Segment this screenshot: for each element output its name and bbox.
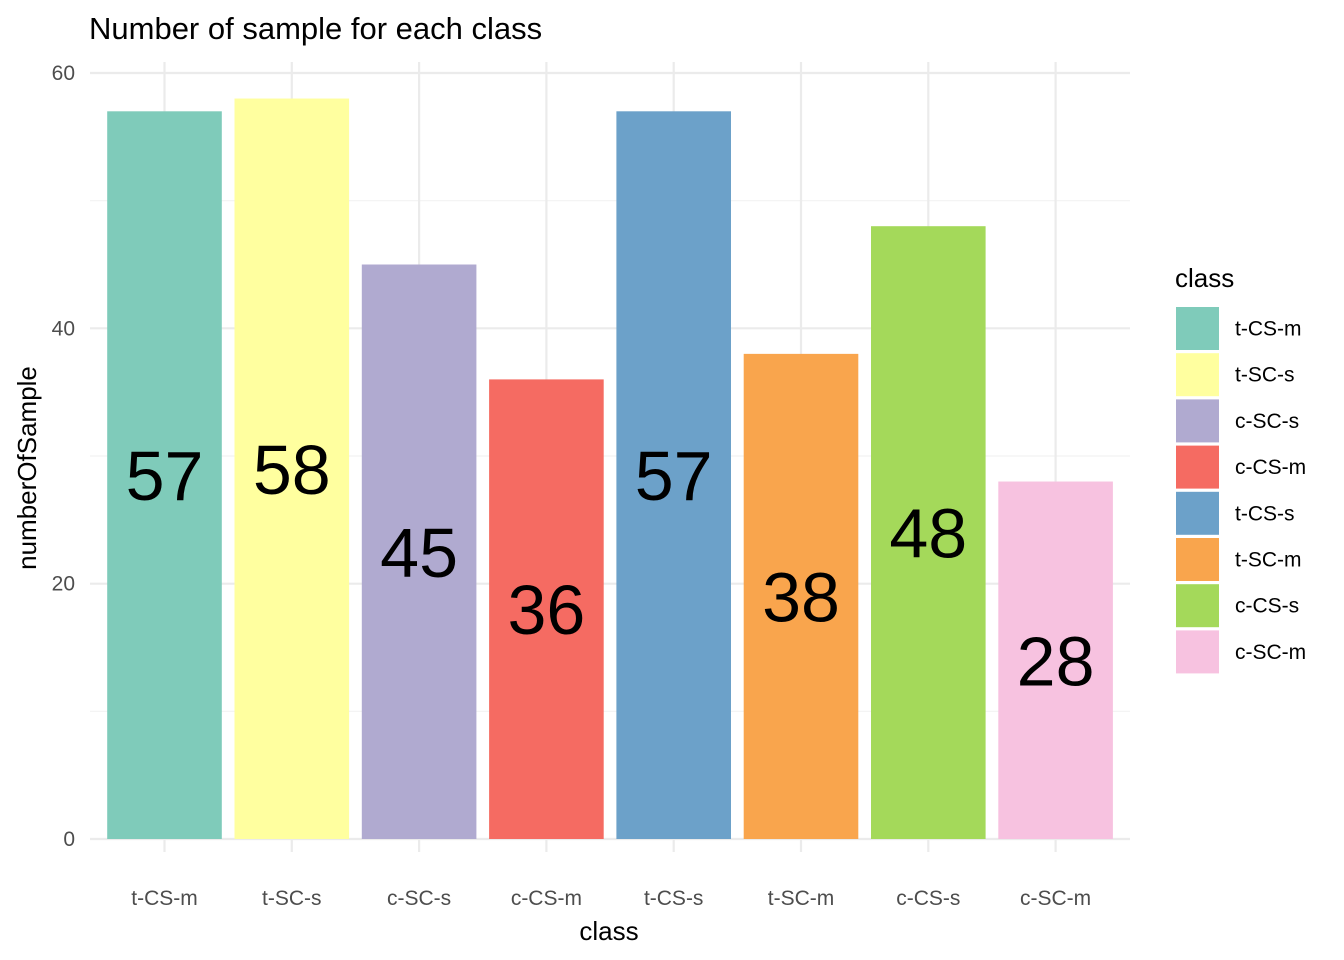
y-axis-title: numberOfSample <box>12 366 42 570</box>
legend: class t-CS-m t-SC-s c-SC-s c-CS-m t-CS-s t-SC… <box>1175 263 1306 674</box>
bar-value-label: 36 <box>507 571 585 649</box>
bar <box>234 98 350 840</box>
bar <box>616 111 731 840</box>
x-tick-label: c-SC-m <box>1020 887 1091 910</box>
legend-label: c-SC-s <box>1235 410 1299 433</box>
bar <box>489 379 604 839</box>
x-tick-label: c-CS-s <box>896 887 960 910</box>
legend-title: class <box>1175 263 1234 293</box>
legend-label: c-SC-m <box>1235 641 1306 664</box>
bar <box>361 264 477 839</box>
legend-label: t-SC-m <box>1235 549 1302 572</box>
axis-layer: 0 20 40 60 t-CS-m t-SC-s c-SC-s c-CS-m t-CS-s t-S… <box>52 62 1092 910</box>
legend-label: c-CS-m <box>1235 456 1306 479</box>
legend-label: c-CS-s <box>1235 595 1299 618</box>
chart-title: Number of sample for each class <box>89 11 542 46</box>
bar-layer <box>107 98 1113 840</box>
legend-key <box>1176 491 1219 535</box>
legend-label: t-CS-s <box>1235 502 1295 525</box>
x-axis-title: class <box>579 916 638 946</box>
legend-key <box>1176 630 1219 674</box>
bar-value-label: 28 <box>1017 622 1095 700</box>
bar <box>107 111 222 840</box>
legend-key <box>1176 353 1219 397</box>
legend-items: t-CS-m t-SC-s c-SC-s c-CS-m t-CS-s t-SC-m c-CS… <box>1176 307 1306 674</box>
bar-label-layer: 57 58 45 36 57 38 48 28 <box>126 431 1095 701</box>
bar-value-label: 57 <box>635 437 713 515</box>
bar <box>871 226 986 839</box>
y-tick-label: 0 <box>63 828 75 851</box>
legend-key <box>1176 307 1219 350</box>
legend-label: t-SC-s <box>1235 364 1295 387</box>
legend-key <box>1176 538 1219 581</box>
legend-key <box>1176 445 1219 489</box>
bar <box>998 481 1113 839</box>
x-tick-label: c-CS-m <box>511 887 582 910</box>
bar <box>743 353 859 839</box>
bar-value-label: 38 <box>762 558 840 636</box>
y-tick-label: 40 <box>52 317 75 340</box>
y-tick-label: 20 <box>52 573 75 596</box>
bar-value-label: 45 <box>380 514 458 592</box>
x-tick-label: t-CS-s <box>644 887 704 910</box>
x-tick-label: c-SC-s <box>387 887 451 910</box>
legend-key <box>1176 584 1219 628</box>
x-tick-label: t-SC-s <box>262 887 322 910</box>
bar-value-label: 48 <box>889 495 967 573</box>
legend-key <box>1176 399 1219 443</box>
legend-label: t-CS-m <box>1235 318 1302 341</box>
x-tick-label: t-SC-m <box>768 887 835 910</box>
x-tick-label: t-CS-m <box>131 887 198 910</box>
y-tick-label: 60 <box>52 62 75 85</box>
bar-value-label: 58 <box>253 431 331 509</box>
bar-value-label: 57 <box>126 437 204 515</box>
